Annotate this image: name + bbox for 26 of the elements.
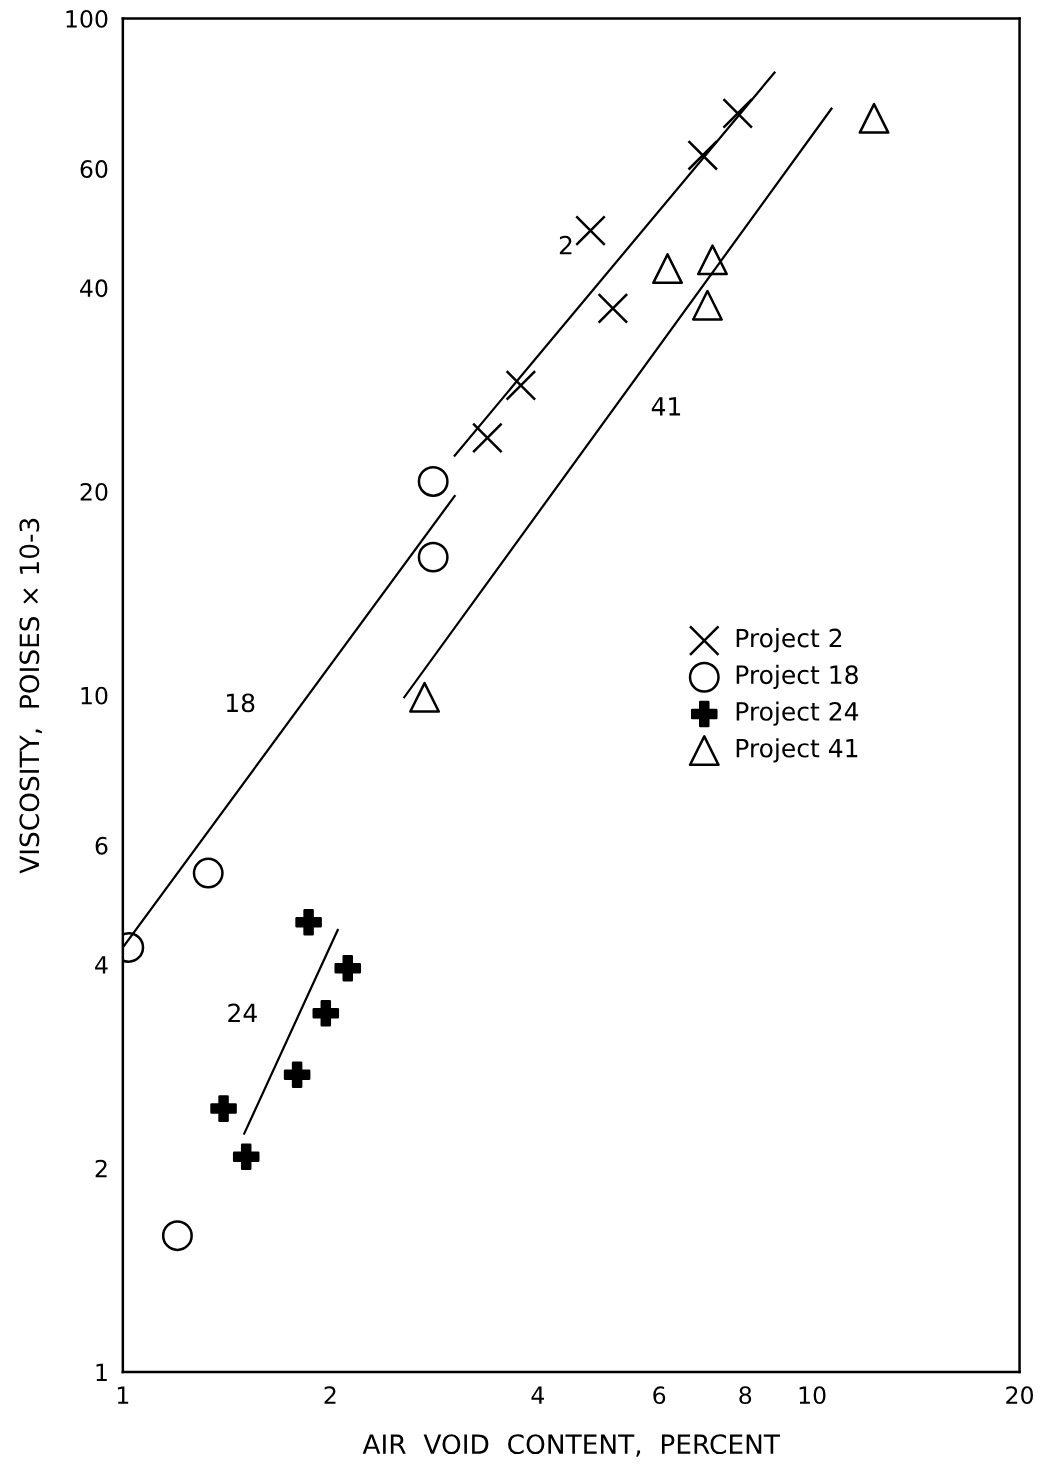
y-tick-label: 60 [80, 160, 108, 178]
x-tick-label: 6 [653, 1386, 666, 1405]
y-tick-label: 40 [80, 279, 108, 298]
legend-label: Project 2 [736, 628, 842, 653]
x-tick-label: 10 [799, 1386, 826, 1405]
x-tick-label: 4 [531, 1386, 544, 1404]
y-axis-title: VISCOSITY, POISES × 10-3 [19, 518, 43, 874]
x-tick-label: 8 [739, 1386, 752, 1405]
annotation: 2 [559, 235, 572, 255]
y-tick-label: 2 [95, 1159, 107, 1178]
y-tick-label: 1 [96, 1363, 107, 1381]
y-tick-label: 100 [66, 10, 108, 28]
y-tick-label: 20 [80, 482, 108, 501]
legend-label: Project 24 [736, 701, 859, 726]
x-axis-title: AIR VOID CONTENT, PERCENT [362, 1434, 781, 1457]
y-tick-label: 10 [81, 686, 108, 705]
y-tick-label: 4 [95, 956, 108, 974]
annotation: 24 [228, 1003, 257, 1023]
x-tick-label: 1 [117, 1386, 129, 1404]
annotation: 41 [651, 397, 681, 416]
x-tick-label: 2 [324, 1386, 336, 1404]
legend-label: Project 18 [736, 664, 858, 689]
y-tick-label: 6 [95, 836, 108, 855]
x-tick-label: 20 [1006, 1386, 1033, 1405]
legend-label: Project 41 [736, 738, 858, 763]
annotation: 18 [226, 693, 255, 713]
